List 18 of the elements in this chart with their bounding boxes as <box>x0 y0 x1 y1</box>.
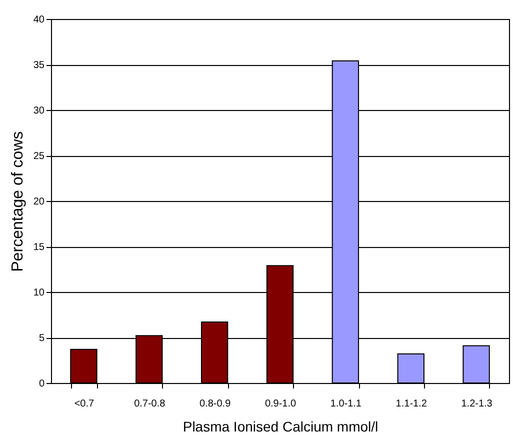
y-tick-label: 0 <box>38 378 45 390</box>
y-tick-label: 15 <box>33 242 45 253</box>
y-tick-label: 10 <box>33 288 45 298</box>
y-tick-label: 5 <box>38 333 45 344</box>
y-tick-label: 35 <box>33 60 45 71</box>
y-tick-label: 30 <box>33 106 45 116</box>
y-tick-label: 25 <box>33 151 45 162</box>
x-tick-label: 1.0-1.1 <box>330 398 362 410</box>
y-tick-label: 20 <box>33 196 45 208</box>
x-tick-label: <0.7 <box>74 398 95 410</box>
x-tick-label: 0.7-0.8 <box>134 398 166 410</box>
x-tick-label: 0.8-0.9 <box>200 398 232 410</box>
y-tick-label: 40 <box>33 14 45 26</box>
x-tick-label: 0.9-1.0 <box>264 398 296 410</box>
y-axis-title: Percentage of cows <box>9 131 26 272</box>
x-tick-label: 1.1-1.2 <box>396 398 428 410</box>
x-axis-title: Plasma Ionised Calcium mmol/l <box>182 418 378 434</box>
x-tick-label: 1.2-1.3 <box>461 398 493 410</box>
